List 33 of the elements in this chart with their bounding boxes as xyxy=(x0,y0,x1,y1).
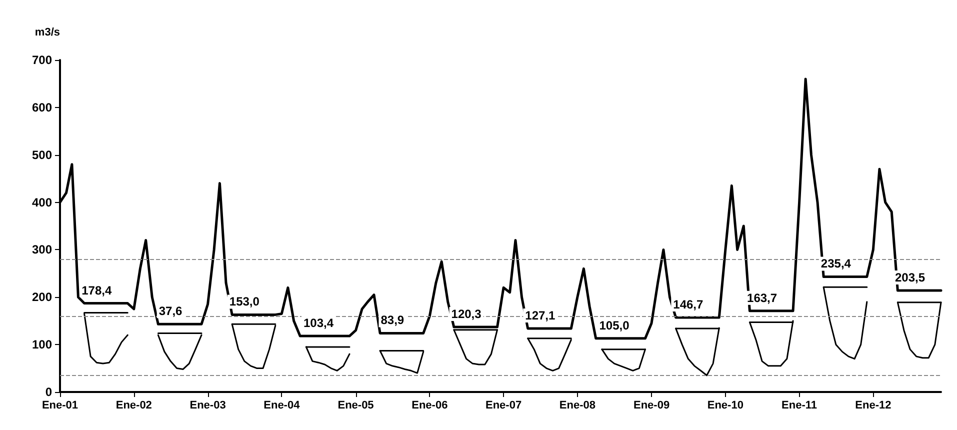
x-tick-label: Ene-11 xyxy=(782,400,818,412)
annotation: 37,6 xyxy=(158,304,183,318)
y-axis-title: m3/s xyxy=(34,26,60,38)
annotation: 178,4 xyxy=(82,283,112,298)
y-tick-label: 200 xyxy=(32,290,52,304)
x-tick-label: Ene-01 xyxy=(42,400,78,412)
annotation: 120,3 xyxy=(451,307,482,322)
x-tick-label: Ene-07 xyxy=(485,400,522,412)
y-tick-label: 100 xyxy=(32,338,52,352)
annotation: 203,5 xyxy=(895,270,926,285)
y-tick-label: 600 xyxy=(32,100,52,114)
annotation: 103,4 xyxy=(303,316,334,330)
x-tick-label: Ene-04 xyxy=(264,400,301,412)
x-tick-label: Ene-09 xyxy=(633,400,670,412)
x-tick-label: Ene-06 xyxy=(412,400,448,412)
y-tick-label: 300 xyxy=(32,242,52,257)
y-tick-label: 400 xyxy=(32,195,52,210)
x-tick-label: Ene-12 xyxy=(855,400,892,412)
y-tick-label: 0 xyxy=(45,385,52,399)
annotation: 127,1 xyxy=(525,308,556,322)
annotation: 163,7 xyxy=(747,290,778,305)
annotation: 83,9 xyxy=(380,313,404,328)
x-tick-label: Ene-03 xyxy=(190,400,226,412)
annotation: 146,7 xyxy=(673,298,704,312)
annotation: 235,4 xyxy=(820,256,852,271)
x-tick-label: Ene-05 xyxy=(338,400,374,412)
annotation: 105,0 xyxy=(599,318,630,332)
x-tick-label: Ene-10 xyxy=(707,400,744,412)
x-tick-label: Ene-02 xyxy=(116,400,152,412)
x-tick-label: Ene-08 xyxy=(559,400,596,412)
y-tick-label: 500 xyxy=(32,148,52,162)
y-tick-label: 700 xyxy=(32,53,52,67)
annotation: 153,0 xyxy=(229,294,260,309)
